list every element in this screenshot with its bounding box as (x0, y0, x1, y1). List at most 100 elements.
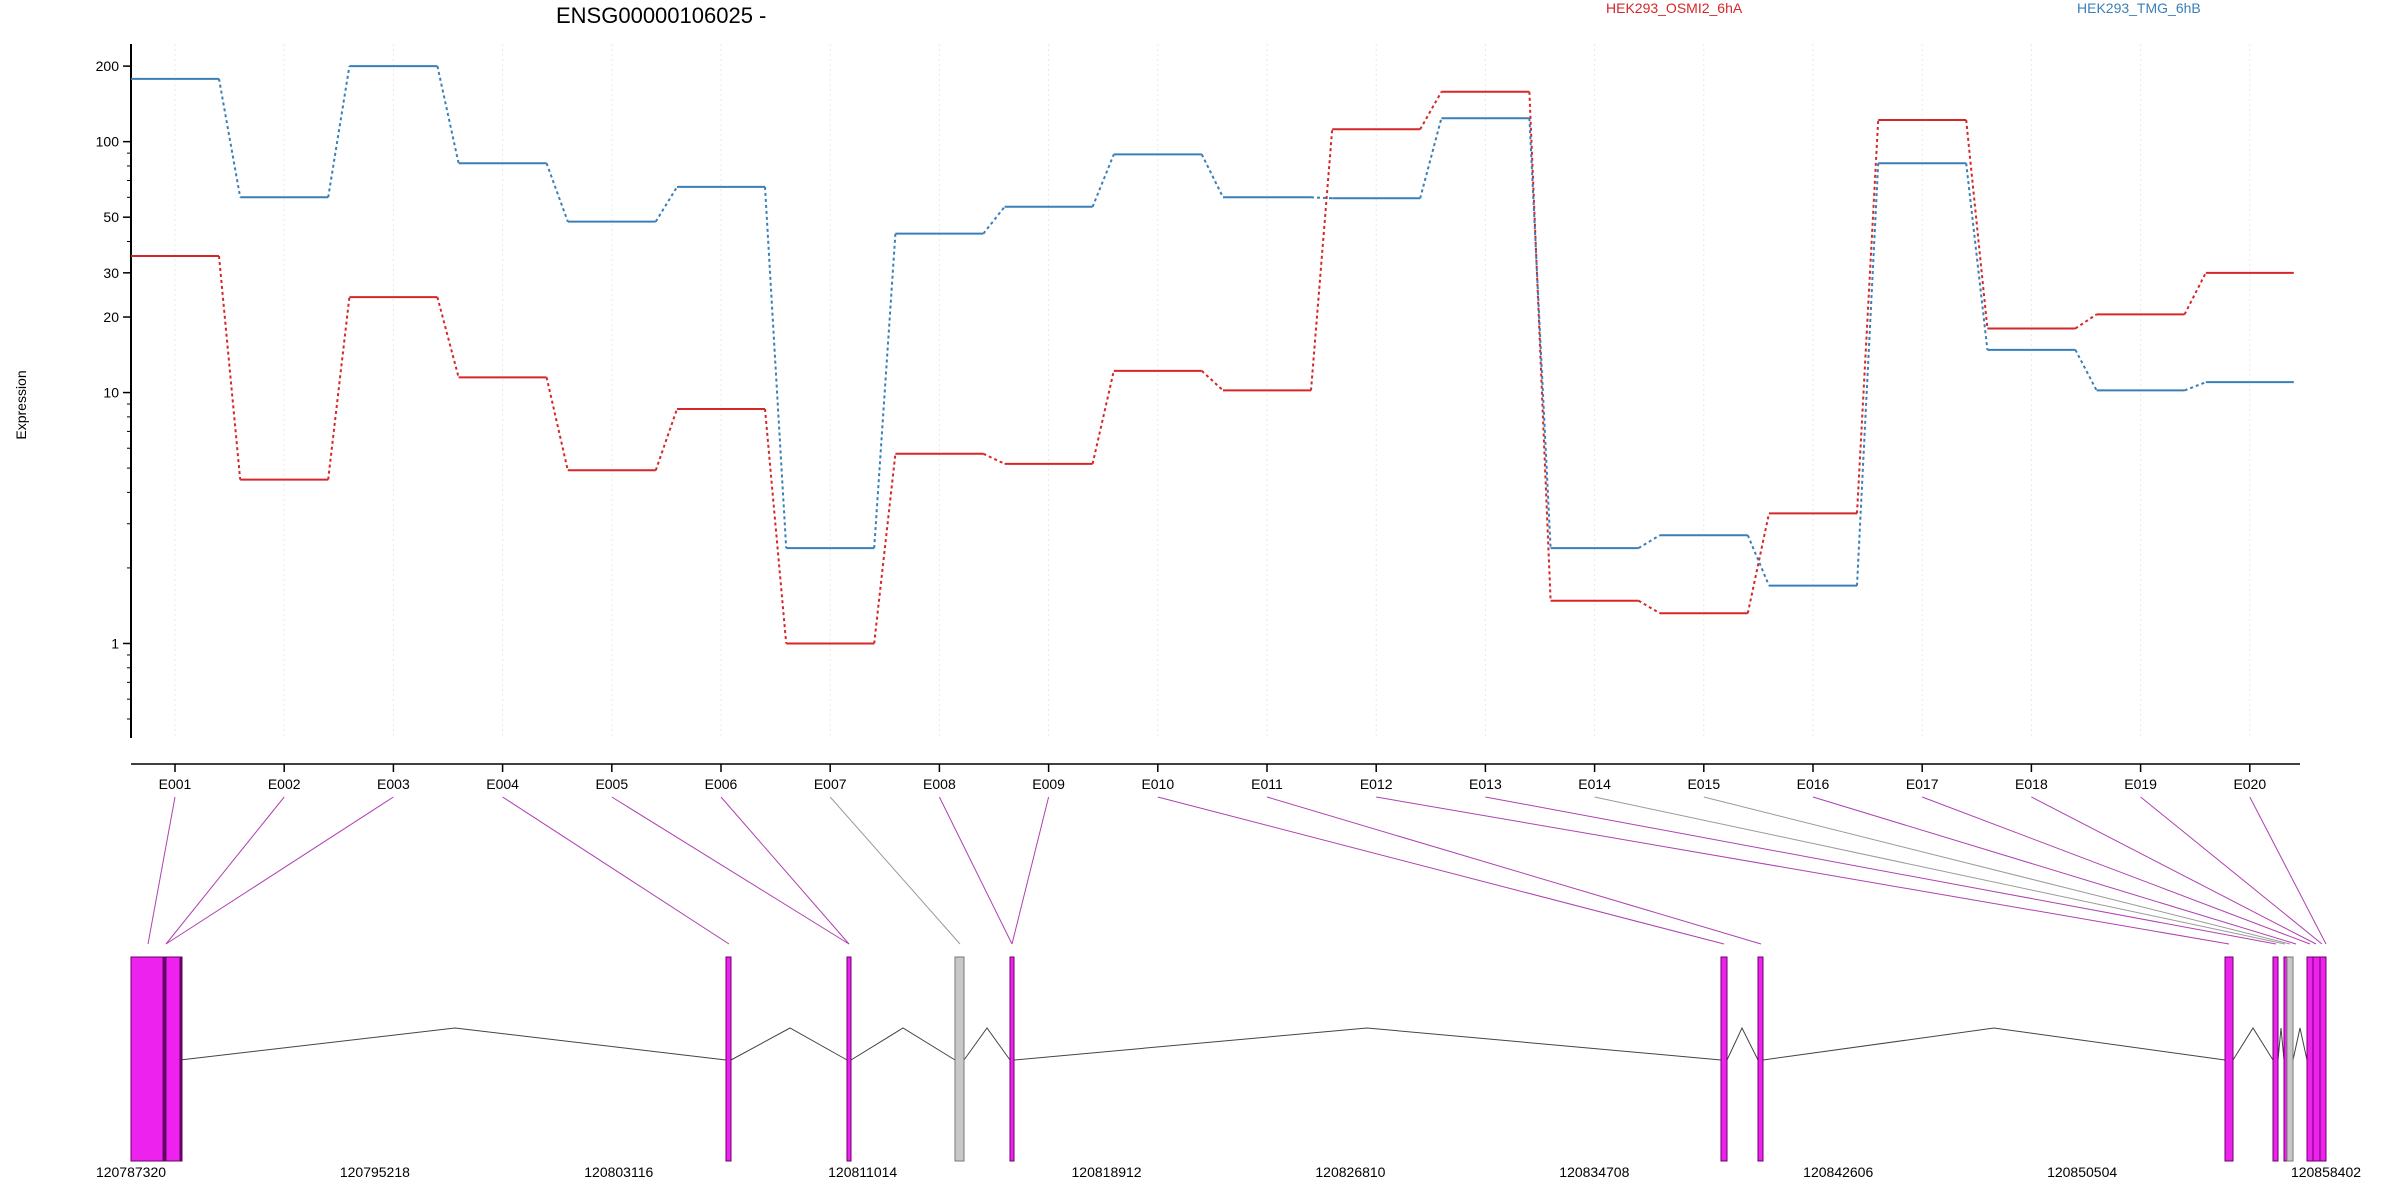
exon-connector (829, 796, 961, 945)
intron-line (2292, 1027, 2308, 1061)
series-b (131, 65, 2294, 587)
exon-connector (1922, 796, 2311, 945)
transition-segment (2074, 349, 2098, 391)
exon-connector (502, 796, 730, 945)
chart-title: ENSG00000106025 - (556, 3, 766, 28)
transition-segment (982, 452, 1006, 465)
exon-connector (1157, 796, 1725, 945)
x-tick-label: E015 (1687, 776, 1720, 792)
exon-block (162, 956, 167, 1162)
x-tick-label: E002 (268, 776, 301, 792)
transition-segment (1310, 129, 1334, 391)
transition-segment (218, 255, 242, 480)
exon-untested (2286, 956, 2294, 1162)
exon-block (1009, 956, 1015, 1162)
exon-connector (1266, 796, 1762, 945)
exon-connector (938, 796, 1013, 945)
coordinate-label: 120850504 (2047, 1164, 2117, 1180)
coordinate-label: 120787320 (96, 1164, 166, 1180)
transition-segment (327, 65, 351, 198)
exon-block (2224, 956, 2234, 1162)
exon-connector (1812, 796, 2297, 945)
x-tick-label: E003 (377, 776, 410, 792)
exon-block (130, 956, 181, 1162)
coordinate-label: 120818912 (1072, 1164, 1142, 1180)
y-tick-label: 200 (96, 58, 120, 74)
exon-block (2319, 956, 2327, 1162)
x-tick-label: E008 (923, 776, 956, 792)
transition-segment (436, 296, 460, 378)
coordinate-label: 120795218 (340, 1164, 410, 1180)
transition-segment (1638, 599, 1661, 615)
intron-line (850, 1027, 956, 1061)
intron-line (963, 1027, 1011, 1061)
gene-model-track (130, 956, 2327, 1162)
transition-segment (1419, 91, 1443, 130)
transition-segment (1091, 370, 1115, 465)
intron-line (179, 1027, 727, 1061)
exon-block (1720, 956, 1728, 1162)
exon-connector (2031, 796, 2317, 945)
y-axis: 200 100 50 30 20 10 1 (96, 44, 132, 738)
transition-segment (1965, 119, 1989, 329)
transition-segment (1091, 153, 1115, 208)
exon-connector (2249, 796, 2327, 945)
transition-segment (2184, 381, 2207, 392)
transition-segment (1856, 163, 1880, 586)
y-axis-label: Expression (13, 370, 29, 439)
coordinate-label: 120803116 (584, 1164, 653, 1180)
coordinate-label: 120811014 (828, 1164, 897, 1180)
transition-segment (2183, 272, 2207, 315)
transition-segment (1200, 153, 1224, 198)
x-tick-label: E013 (1469, 776, 1502, 792)
exon-connector (165, 796, 285, 945)
transition-segment (1310, 196, 1333, 200)
exon-block (846, 956, 852, 1162)
transition-segment (1419, 117, 1443, 199)
exon-connectors (147, 796, 2327, 945)
exon-connector (147, 796, 176, 945)
exon-block (725, 956, 732, 1162)
transition-segment (764, 186, 788, 549)
exon-connector (1011, 796, 1050, 945)
y-tick-label: 1 (111, 635, 119, 651)
legend-series-a: HEK293_OSMI2_6hA (1606, 0, 1743, 16)
gridlines (174, 44, 2251, 738)
transition-segment (873, 233, 897, 549)
y-tick-label: 20 (103, 309, 119, 325)
intron-line (1762, 1027, 2226, 1061)
exon-block (2306, 956, 2314, 1162)
transition-segment (1746, 513, 1770, 614)
transition-segment (1856, 119, 1880, 514)
exon-block (179, 956, 183, 1162)
exon-connector (1485, 796, 2277, 945)
exon-connector (2140, 796, 2323, 945)
exon-connector (1594, 796, 2286, 945)
x-tick-label: E016 (1797, 776, 1830, 792)
transition-segment (545, 377, 569, 471)
x-tick-label: E007 (814, 776, 847, 792)
transition-segment (1746, 534, 1770, 587)
transition-segment (982, 206, 1006, 235)
coordinate-label: 120858402 (2291, 1164, 2361, 1180)
exon-connector (1703, 796, 2291, 945)
transition-segment (1965, 163, 1989, 350)
x-tick-label: E004 (486, 776, 519, 792)
transition-segment (545, 162, 569, 222)
intron-line (2277, 1027, 2285, 1061)
y-tick-label: 50 (103, 209, 119, 225)
exon-block (2312, 956, 2321, 1162)
exon-connector (611, 796, 850, 945)
y-tick-label: 10 (103, 385, 119, 401)
transition-segment (1638, 534, 1661, 549)
x-tick-label: E017 (1906, 776, 1939, 792)
intron-line (1726, 1026, 1759, 1061)
series-a (131, 90, 2294, 645)
transition-segment (654, 408, 678, 471)
exon-connector (1376, 796, 2230, 945)
coordinate-label: 120826810 (1315, 1164, 1385, 1180)
y-tick-label: 30 (103, 265, 119, 281)
x-tick-label: E005 (595, 776, 628, 792)
transition-segment (1201, 370, 1224, 392)
